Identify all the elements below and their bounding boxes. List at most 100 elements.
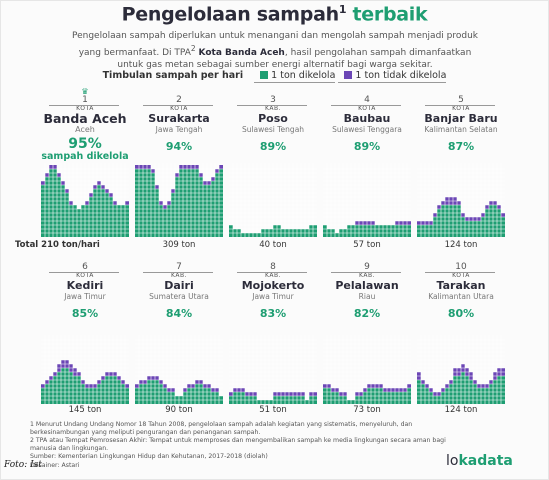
- unmanaged-bar: [241, 388, 245, 392]
- managed-bar: [97, 185, 101, 237]
- city-total-label: 51 ton: [259, 405, 287, 415]
- unmanaged-bar: [191, 165, 195, 169]
- city-rank: 9: [364, 262, 370, 272]
- managed-bar: [407, 225, 411, 237]
- managed-bar: [105, 376, 109, 404]
- managed-bar: [143, 384, 147, 404]
- unmanaged-bar: [359, 392, 363, 396]
- managed-bar: [57, 177, 61, 237]
- waste-chart-8: [229, 335, 317, 404]
- unmanaged-bar: [101, 185, 105, 189]
- managed-bar: [73, 376, 77, 404]
- managed-bar: [351, 225, 355, 237]
- unmanaged-bar: [53, 165, 57, 169]
- managed-bar: [305, 400, 309, 404]
- unmanaged-bar: [489, 201, 493, 205]
- unmanaged-bar: [403, 388, 407, 392]
- managed-bar: [249, 233, 253, 237]
- unmanaged-bar: [355, 221, 359, 225]
- unmanaged-bar: [429, 388, 433, 392]
- managed-bar: [399, 392, 403, 404]
- managed-bar: [453, 376, 457, 404]
- managed-bar: [331, 392, 335, 404]
- unmanaged-bar: [465, 217, 469, 221]
- unmanaged-bar: [203, 384, 207, 388]
- unmanaged-bar: [53, 372, 57, 376]
- managed-bar: [481, 217, 485, 237]
- city-rank: 6: [82, 262, 88, 272]
- unmanaged-bar: [395, 388, 399, 392]
- managed-bar: [501, 376, 505, 404]
- unmanaged-bar: [195, 380, 199, 384]
- unmanaged-bar: [49, 165, 53, 169]
- waste-chart-10: [417, 335, 505, 404]
- city-admin-type: KAB.: [359, 272, 375, 279]
- panel-divider: [237, 272, 307, 273]
- city-admin-type: KAB.: [265, 105, 281, 112]
- unmanaged-bar: [147, 165, 151, 169]
- legend: Timbulan sampah per hari 1 ton dikelola …: [0, 70, 549, 83]
- city-panel-2: 2 KOTA Surakarta Jawa Tengah 94%: [131, 95, 227, 153]
- unmanaged-bar: [371, 221, 375, 225]
- unmanaged-bar: [171, 388, 175, 392]
- unmanaged-bar: [93, 185, 97, 189]
- managed-bar: [219, 169, 223, 237]
- city-province: Kalimantan Selatan: [424, 125, 498, 134]
- managed-bar: [461, 217, 465, 237]
- unmanaged-bar: [97, 380, 101, 384]
- unmanaged-bar: [179, 165, 183, 169]
- unmanaged-bar: [207, 384, 211, 388]
- managed-bar: [429, 392, 433, 404]
- unmanaged-bar: [143, 165, 147, 169]
- unmanaged-bar: [339, 392, 343, 396]
- managed-bar: [335, 392, 339, 404]
- unmanaged-bar: [253, 392, 257, 396]
- unmanaged-bar: [89, 384, 93, 388]
- unmanaged-bar: [407, 221, 411, 225]
- infographic-title: Pengelolaan sampah1 terbaik: [121, 3, 428, 26]
- managed-bar: [171, 392, 175, 404]
- unmanaged-bar: [81, 380, 85, 384]
- unmanaged-bar: [375, 384, 379, 388]
- unmanaged-bar: [437, 392, 441, 396]
- city-province: Sumatera Utara: [149, 292, 209, 301]
- city-name: Dairi: [164, 279, 194, 292]
- unmanaged-bar: [399, 221, 403, 225]
- managed-bar: [61, 368, 65, 404]
- waste-chart-1: [41, 163, 129, 237]
- managed-bar: [237, 392, 241, 404]
- unmanaged-bar: [139, 380, 143, 384]
- city-panel-4: 4 KOTA Baubau Sulawesi Tenggara 89%: [319, 95, 415, 153]
- unmanaged-bar: [57, 173, 61, 177]
- unmanaged-bar: [41, 181, 45, 185]
- city-admin-type: KOTA: [452, 272, 470, 279]
- unmanaged-bar: [383, 388, 387, 392]
- unmanaged-bar: [195, 165, 199, 169]
- managed-bar: [139, 169, 143, 237]
- managed-note: sampah dikelola: [41, 151, 129, 162]
- managed-bar: [351, 400, 355, 404]
- unmanaged-bar: [77, 372, 81, 376]
- city-total-label: 57 ton: [353, 240, 381, 250]
- managed-bar: [363, 225, 367, 237]
- unmanaged-bar: [125, 201, 129, 205]
- unmanaged-bar: [309, 392, 313, 396]
- unmanaged-bar: [359, 221, 363, 225]
- unmanaged-bar: [199, 173, 203, 177]
- unmanaged-bar: [167, 201, 171, 205]
- unmanaged-bar: [481, 213, 485, 217]
- unmanaged-bar: [335, 388, 339, 392]
- unmanaged-bar: [105, 189, 109, 193]
- managed-bar: [375, 225, 379, 237]
- waste-chart-6: [41, 335, 129, 404]
- waste-chart-7: [135, 335, 223, 404]
- managed-bar: [347, 400, 351, 404]
- managed-bar: [371, 225, 375, 237]
- legend-item-unmanaged: 1 ton tidak dikelola: [338, 70, 447, 83]
- city-panel-3: 3 KAB. Poso Sulawesi Tengah 89%: [225, 95, 321, 153]
- managed-bar: [387, 225, 391, 237]
- panel-divider: [143, 105, 213, 106]
- managed-bar: [425, 225, 429, 237]
- managed-bar: [41, 185, 45, 237]
- managed-bar: [497, 376, 501, 404]
